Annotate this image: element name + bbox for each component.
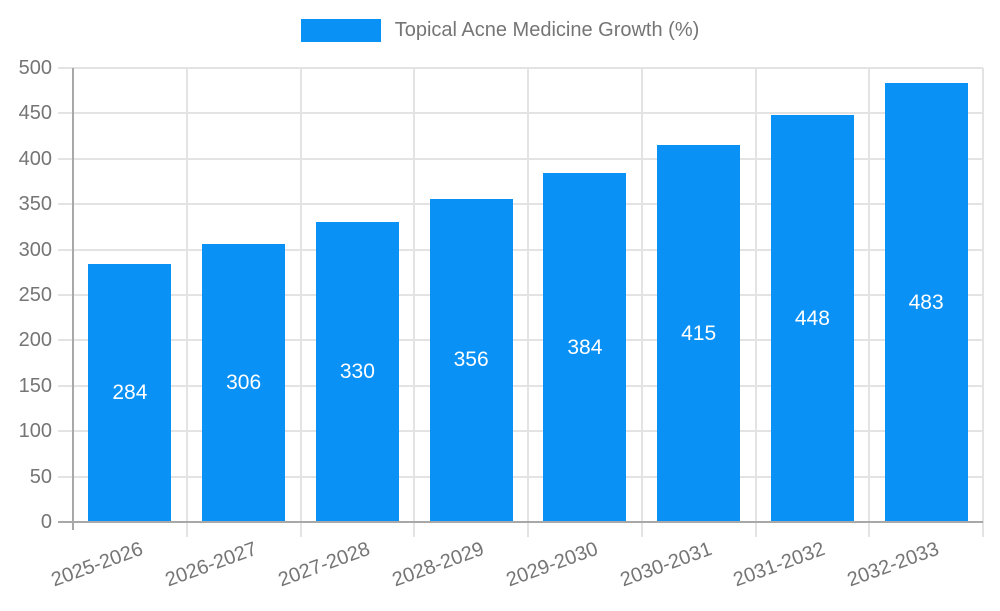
gridline-vertical <box>413 68 416 537</box>
bar-value-label: 448 <box>794 306 830 330</box>
bar-value-label: 384 <box>567 335 603 359</box>
gridline-vertical <box>868 68 871 537</box>
bar[interactable]: 448 <box>770 115 854 522</box>
y-axis-line <box>72 68 74 530</box>
bar[interactable]: 483 <box>884 83 968 522</box>
bar[interactable]: 356 <box>429 198 513 522</box>
y-axis-tick-label: 350 <box>18 193 52 216</box>
y-axis-tick-label: 200 <box>18 329 52 352</box>
gridline-horizontal <box>58 294 983 296</box>
y-axis-tick-label: 250 <box>18 284 52 306</box>
gridline-horizontal <box>58 339 983 342</box>
gridline-horizontal <box>58 112 983 115</box>
gridline-vertical <box>299 68 302 537</box>
x-axis-line <box>58 521 983 523</box>
legend[interactable]: Topical Acne Medicine Growth (%) <box>0 19 1000 42</box>
y-axis-tick-label: 150 <box>18 374 52 397</box>
y-axis-tick-label: 500 <box>18 57 52 79</box>
gridline-vertical <box>527 68 529 537</box>
bar[interactable]: 284 <box>88 264 172 522</box>
bar[interactable]: 415 <box>657 145 741 522</box>
gridline-horizontal <box>58 384 983 387</box>
bar-value-label: 306 <box>226 371 262 395</box>
bar-value-label: 284 <box>112 381 148 405</box>
y-axis-tick-label: 50 <box>29 465 52 488</box>
y-axis-tick-label: 450 <box>18 102 52 125</box>
legend-swatch <box>300 19 381 42</box>
bar-value-label: 415 <box>681 321 717 345</box>
gridline-vertical <box>982 68 984 537</box>
gridline-vertical <box>185 68 188 537</box>
gridline-horizontal <box>58 430 983 433</box>
legend-label: Topical Acne Medicine Growth (%) <box>394 19 700 41</box>
bar-value-label: 483 <box>908 290 944 314</box>
gridline-vertical <box>754 68 757 537</box>
gridline-vertical <box>640 68 643 537</box>
gridline-horizontal <box>58 203 983 206</box>
bar-value-label: 330 <box>339 360 375 384</box>
gridline-horizontal <box>58 248 983 251</box>
y-axis-tick-label: 0 <box>40 511 52 533</box>
bar[interactable]: 306 <box>202 244 286 522</box>
y-axis-tick-label: 400 <box>18 147 52 170</box>
gridline-horizontal <box>58 157 983 160</box>
gridline-horizontal <box>58 475 983 478</box>
y-axis-tick-label: 300 <box>18 238 52 261</box>
bar-value-label: 356 <box>453 348 489 372</box>
y-axis-tick-label: 100 <box>18 420 52 443</box>
bar[interactable]: 384 <box>543 173 627 522</box>
bar[interactable]: 330 <box>315 222 399 522</box>
gridline-horizontal <box>58 67 983 69</box>
